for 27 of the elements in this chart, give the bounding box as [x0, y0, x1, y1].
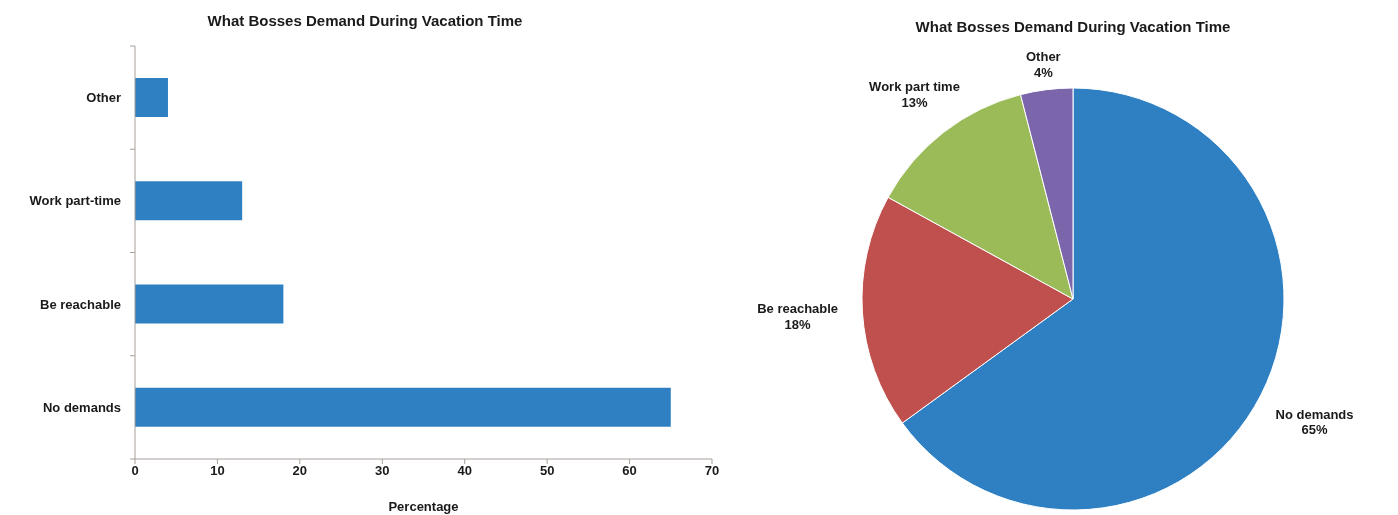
- data-label: 4%: [1033, 64, 1054, 80]
- data-label: 65%: [1301, 422, 1328, 438]
- x-tick-label: 10: [210, 463, 225, 479]
- x-axis-title: Percentage: [388, 499, 459, 514]
- y-tick-label: No demands: [42, 399, 121, 415]
- chart-title: What Bosses Demand During Vacation Time: [206, 12, 524, 29]
- bar: [135, 284, 284, 324]
- bar: [135, 181, 243, 221]
- slice-label: Other: [1026, 48, 1061, 64]
- x-tick-label: 30: [375, 463, 390, 479]
- slice-label: Work part time: [869, 79, 960, 95]
- y-tick-label: Be reachable: [40, 296, 121, 312]
- x-tick-label: 40: [457, 463, 472, 479]
- slice-label: Be reachable: [757, 301, 839, 317]
- y-tick-label: Work part-time: [29, 193, 121, 209]
- chart-title: What Bosses Demand During Vacation Time: [914, 18, 1232, 35]
- data-label: 18%: [784, 316, 812, 332]
- x-tick-label: 50: [539, 463, 555, 479]
- y-tick-label: Other: [86, 90, 121, 106]
- bar: [135, 78, 168, 118]
- x-tick-label: 70: [704, 463, 720, 479]
- bar: [135, 387, 671, 427]
- slice-label: No demands: [1275, 406, 1354, 422]
- x-tick-label: 20: [292, 463, 308, 479]
- x-tick-label: 60: [622, 463, 637, 479]
- data-label: 13%: [901, 95, 928, 111]
- x-tick-label: 0: [131, 463, 139, 479]
